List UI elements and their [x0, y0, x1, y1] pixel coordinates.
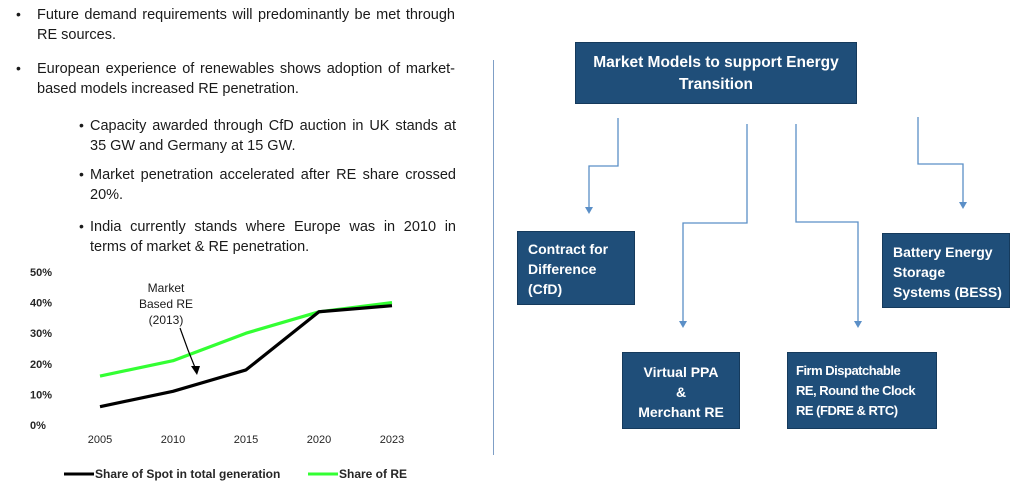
box-ppa-line-3: Merchant RE [638, 404, 724, 420]
box-cfd-line-1: Contract for [528, 241, 609, 257]
bullet-dot: • [16, 60, 21, 76]
box-bess-line-1: Battery Energy [893, 244, 993, 260]
sub-bullet-text-1: Capacity awarded through CfD auction in … [90, 118, 456, 154]
box-bess: Battery Energy Storage Systems (BESS) [882, 233, 1010, 308]
x-tick-label: 2015 [234, 434, 258, 446]
box-ppa-line-2: & [675, 384, 687, 400]
sub-bullet-dot: • [79, 166, 84, 182]
box-bess-line-2: Storage [893, 264, 946, 280]
annotation-arrow-head [191, 366, 200, 375]
box-fdre-line-3: RE (FDRE & RTC) [796, 403, 898, 418]
box-cfd-line-3: (CfD) [528, 281, 563, 297]
annotation-arrow-line [179, 327, 197, 371]
legend-label-spot: Share of Spot in total generation [95, 467, 280, 481]
y-tick-label: 0% [30, 420, 46, 432]
x-tick-label: 2023 [380, 434, 404, 446]
y-tick-label: 40% [30, 298, 52, 310]
sub-bullet-text-2: Market penetration accelerated after RE … [90, 167, 456, 203]
sub-bullet-text-3: India currently stands where Europe was … [90, 219, 456, 255]
box-ppa-line-1: Virtual PPA [643, 364, 719, 380]
annotation-line-2: Based RE [139, 297, 193, 311]
diagram-title-line-2: Transition [678, 76, 754, 93]
vertical-divider [493, 60, 494, 455]
box-fdre-line-2: RE, Round the Clock [796, 383, 916, 398]
legend-label-re: Share of RE [339, 467, 407, 481]
diagram-title-box: Market Models to support Energy Transiti… [575, 42, 857, 104]
series-line-re [99, 301, 393, 378]
y-tick-label: 20% [30, 359, 52, 371]
box-fdre-line-1: Firm Dispatchable [796, 363, 901, 378]
x-tick-label: 2005 [88, 434, 112, 446]
bullet-dot: • [16, 6, 21, 22]
box-ppa: Virtual PPA & Merchant RE [622, 352, 740, 429]
y-tick-label: 50% [30, 267, 52, 279]
annotation-line-1: Market [148, 281, 185, 295]
sub-bullet-dot: • [79, 218, 84, 234]
diagram-title-line-1: Market Models to support Energy [593, 54, 839, 71]
box-cfd-line-2: Difference [528, 261, 597, 277]
sub-bullet-dot: • [79, 117, 84, 133]
x-tick-label: 2020 [307, 434, 331, 446]
bullet-text-2: European experience of renewables shows … [37, 61, 455, 97]
box-fdre: Firm Dispatchable RE, Round the Clock RE… [787, 352, 937, 429]
y-tick-label: 10% [30, 389, 52, 401]
line-chart: 0% 10% 20% 30% 40% 50% 2005 2010 2015 2020 2023 M… [30, 267, 407, 481]
bullet-text-1: Future demand requirements will predomin… [37, 7, 455, 43]
box-cfd: Contract for Difference (CfD) [517, 231, 635, 305]
y-tick-label: 30% [30, 328, 52, 340]
x-tick-label: 2010 [161, 434, 185, 446]
annotation-line-3: (2013) [149, 313, 184, 327]
box-bess-line-3: Systems (BESS) [893, 284, 1002, 300]
series-line-spot [99, 304, 393, 409]
connector-arrows [585, 117, 967, 328]
